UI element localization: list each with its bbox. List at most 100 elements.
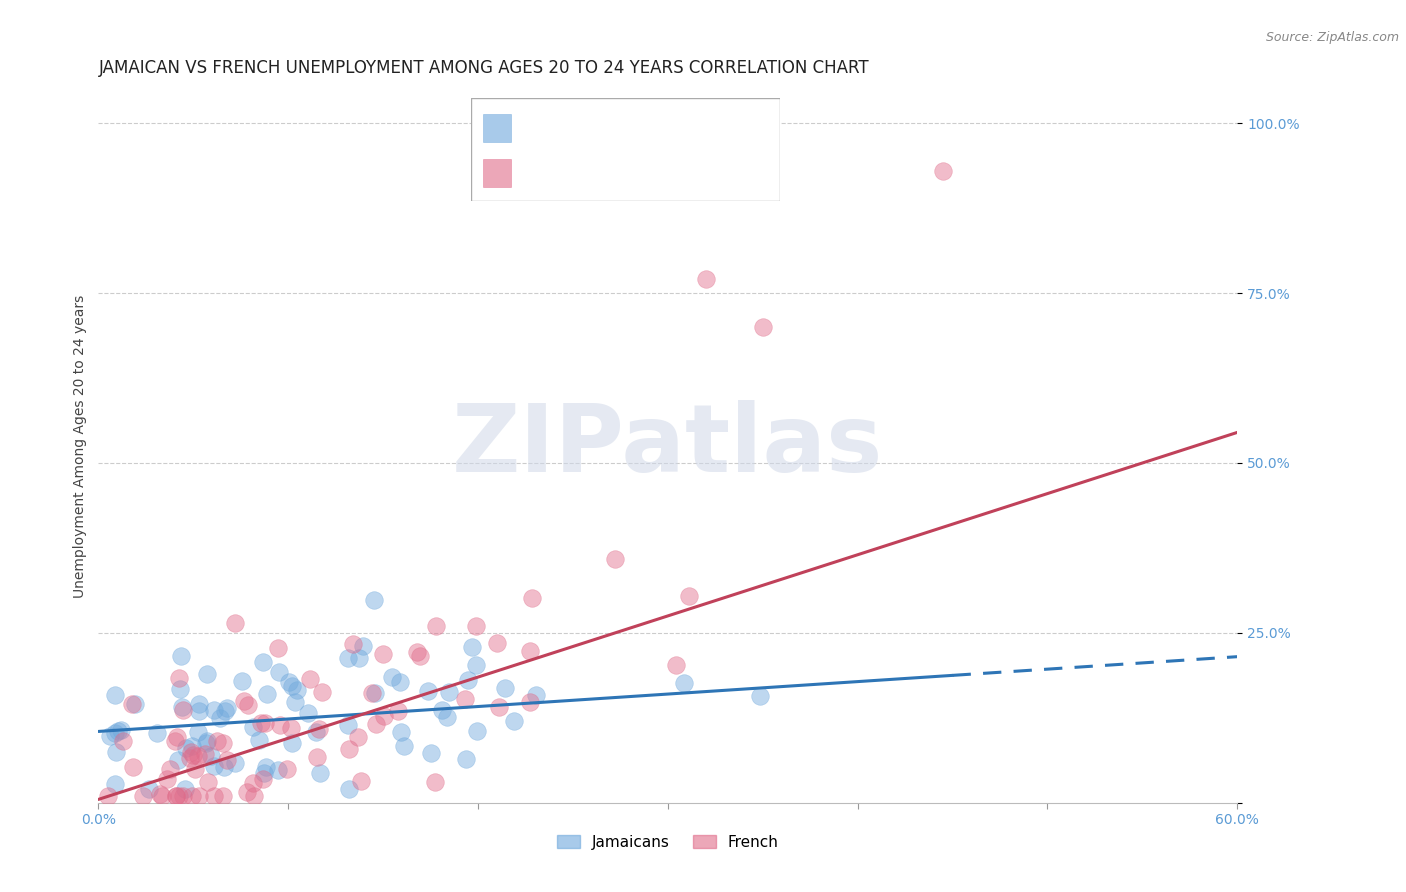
Point <box>195 733 218 747</box>
Point <box>146 726 169 740</box>
Point <box>172 789 194 803</box>
Point <box>361 686 384 700</box>
Point <box>242 775 264 789</box>
Point <box>181 739 204 754</box>
Point <box>242 720 264 734</box>
Point <box>104 688 127 702</box>
Point <box>166 789 188 803</box>
Point <box>342 637 364 651</box>
Point <box>187 749 209 764</box>
Point <box>364 716 387 731</box>
Point <box>503 714 526 728</box>
Point <box>214 704 236 718</box>
Point <box>494 681 516 695</box>
Point <box>387 704 409 718</box>
Point <box>187 725 209 739</box>
Point <box>305 724 328 739</box>
Point <box>752 320 775 334</box>
Point <box>256 687 278 701</box>
Text: N = 74: N = 74 <box>657 118 724 136</box>
Point <box>167 753 190 767</box>
Point <box>526 688 548 702</box>
Point <box>166 730 188 744</box>
Point <box>247 732 270 747</box>
Point <box>180 745 202 759</box>
Point <box>299 672 322 686</box>
Point <box>138 782 160 797</box>
Point <box>174 782 197 797</box>
Point <box>107 723 129 738</box>
Point <box>488 700 510 714</box>
Point <box>297 706 319 720</box>
Point <box>388 675 411 690</box>
Point <box>436 710 458 724</box>
Point <box>179 751 201 765</box>
Point <box>121 760 143 774</box>
Point <box>281 736 304 750</box>
Point <box>430 703 453 717</box>
Point <box>176 741 198 756</box>
Point <box>665 658 688 673</box>
Point <box>104 777 127 791</box>
Point <box>465 619 488 633</box>
Point <box>97 789 120 803</box>
Point <box>350 774 373 789</box>
Point <box>519 695 541 709</box>
Point <box>197 774 219 789</box>
Point <box>187 789 209 803</box>
Point <box>202 759 225 773</box>
Point <box>932 163 955 178</box>
Point <box>231 673 253 688</box>
Point <box>465 657 488 672</box>
Point <box>347 730 370 744</box>
Point <box>352 639 374 653</box>
Point <box>224 756 246 770</box>
Point <box>380 670 402 684</box>
Point <box>373 709 395 723</box>
Point <box>253 765 276 780</box>
Point <box>457 673 479 688</box>
Legend: Jamaicans, French: Jamaicans, French <box>551 829 785 855</box>
Point <box>678 589 700 603</box>
Point <box>409 649 432 664</box>
Point <box>252 656 274 670</box>
Point <box>194 736 217 750</box>
Point <box>337 718 360 732</box>
Point <box>254 760 277 774</box>
Point <box>104 726 127 740</box>
Point <box>269 717 291 731</box>
Point <box>110 723 132 737</box>
Point <box>183 747 205 762</box>
Point <box>212 736 235 750</box>
Point <box>281 679 304 693</box>
Point <box>454 692 477 706</box>
Point <box>392 739 415 753</box>
Point <box>337 742 360 756</box>
Point <box>170 648 193 663</box>
Point <box>163 734 186 748</box>
Point <box>249 716 271 731</box>
Point <box>159 762 181 776</box>
Point <box>425 775 447 789</box>
Point <box>406 645 429 659</box>
Point <box>252 772 274 787</box>
Point <box>485 636 508 650</box>
Point <box>465 723 488 738</box>
Text: R = 0.652: R = 0.652 <box>520 162 619 180</box>
Point <box>336 650 359 665</box>
Point <box>150 789 173 803</box>
Point <box>337 782 360 797</box>
Point <box>363 593 385 607</box>
Text: N = 74: N = 74 <box>657 162 724 180</box>
Point <box>425 619 447 633</box>
Text: Source: ZipAtlas.com: Source: ZipAtlas.com <box>1265 31 1399 45</box>
FancyBboxPatch shape <box>484 159 512 187</box>
Point <box>266 763 288 777</box>
Point <box>419 746 441 760</box>
Point <box>461 640 484 654</box>
Point <box>105 745 128 759</box>
Point <box>278 674 301 689</box>
Point <box>454 752 477 766</box>
Point <box>165 789 187 803</box>
FancyBboxPatch shape <box>484 113 512 142</box>
